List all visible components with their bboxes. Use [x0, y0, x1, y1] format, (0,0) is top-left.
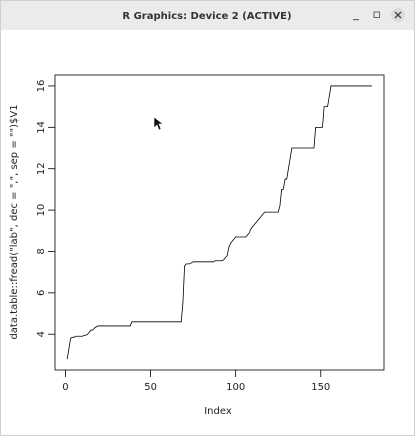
y-tick-label: 6: [36, 290, 47, 296]
maximize-button[interactable]: [373, 11, 380, 18]
x-tick-label: 0: [62, 382, 68, 393]
title-bar: [1, 1, 414, 30]
minimize-button[interactable]: [353, 19, 359, 21]
x-tick-label: 50: [144, 382, 157, 393]
close-icon: [394, 11, 402, 19]
y-tick-label: 12: [36, 162, 47, 175]
x-tick-label: 100: [226, 382, 245, 393]
y-axis-label: data.table::fread("lab", dec = ",", sep …: [9, 104, 20, 339]
y-tick-label: 4: [36, 331, 47, 337]
y-tick-label: 8: [36, 248, 47, 254]
x-axis-label: Index: [204, 406, 232, 417]
x-tick-label: 150: [311, 382, 330, 393]
y-tick-label: 10: [36, 204, 47, 217]
y-tick-label: 16: [36, 80, 47, 93]
plot-box: [54, 74, 385, 371]
window-title: R Graphics: Device 2 (ACTIVE): [122, 11, 291, 22]
y-tick-label: 14: [36, 121, 47, 134]
data-line: [66, 85, 372, 360]
mouse-cursor: [153, 116, 164, 131]
